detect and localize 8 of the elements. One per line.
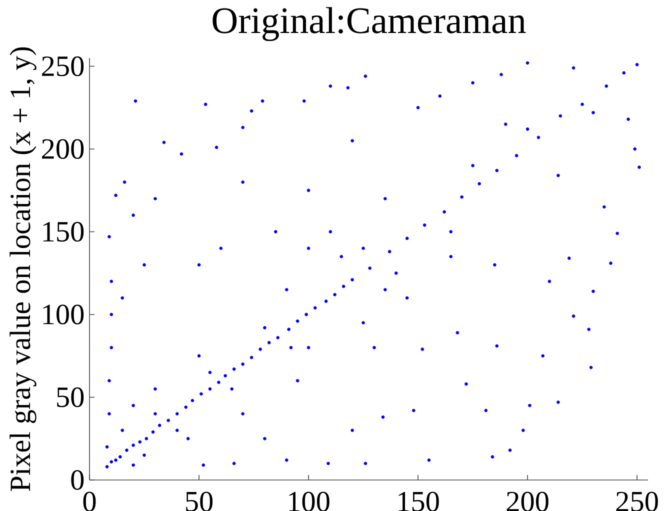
y-tick-label: 50	[57, 387, 84, 408]
y-tick-label: 200	[42, 139, 84, 159]
chart-title: Original:Cameraman	[212, 7, 526, 42]
y-axis-title: Pixel gray value on location (x + 1, y)	[10, 47, 36, 492]
y-tick-label: 100	[43, 304, 84, 324]
y-tick-label: 250	[42, 56, 84, 76]
y-tick-label: 0	[71, 470, 84, 490]
y-tick-label: 150	[43, 222, 84, 242]
